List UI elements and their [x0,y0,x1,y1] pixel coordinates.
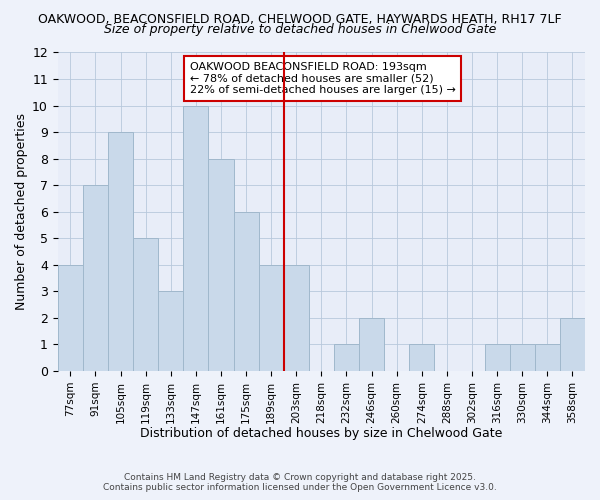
Text: Size of property relative to detached houses in Chelwood Gate: Size of property relative to detached ho… [104,22,496,36]
Text: Contains HM Land Registry data © Crown copyright and database right 2025.
Contai: Contains HM Land Registry data © Crown c… [103,473,497,492]
Bar [334,344,359,371]
Bar [108,132,133,371]
X-axis label: Distribution of detached houses by size in Chelwood Gate: Distribution of detached houses by size … [140,427,503,440]
Bar [133,238,158,371]
Bar [409,344,434,371]
Bar [183,106,208,371]
Text: OAKWOOD, BEACONSFIELD ROAD, CHELWOOD GATE, HAYWARDS HEATH, RH17 7LF: OAKWOOD, BEACONSFIELD ROAD, CHELWOOD GAT… [38,12,562,26]
Y-axis label: Number of detached properties: Number of detached properties [15,113,28,310]
Bar [83,185,108,371]
Bar [560,318,585,371]
Bar [509,344,535,371]
Bar [208,158,233,371]
Bar [259,265,284,371]
Bar [535,344,560,371]
Bar [158,292,183,371]
Bar [58,265,83,371]
Bar [233,212,259,371]
Bar [284,265,309,371]
Bar [359,318,384,371]
Text: OAKWOOD BEACONSFIELD ROAD: 193sqm
← 78% of detached houses are smaller (52)
22% : OAKWOOD BEACONSFIELD ROAD: 193sqm ← 78% … [190,62,455,96]
Bar [485,344,509,371]
